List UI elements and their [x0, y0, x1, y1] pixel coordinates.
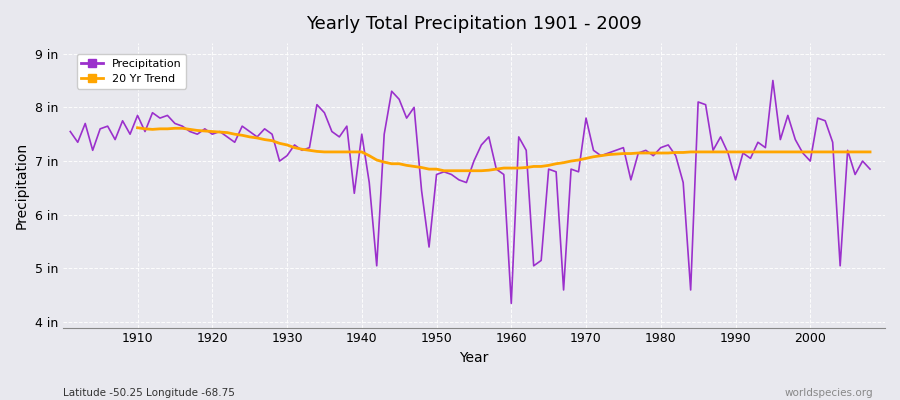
- Text: Latitude -50.25 Longitude -68.75: Latitude -50.25 Longitude -68.75: [63, 388, 235, 398]
- Legend: Precipitation, 20 Yr Trend: Precipitation, 20 Yr Trend: [76, 54, 186, 88]
- Y-axis label: Precipitation: Precipitation: [15, 142, 29, 229]
- X-axis label: Year: Year: [459, 351, 489, 365]
- Text: worldspecies.org: worldspecies.org: [785, 388, 873, 398]
- Title: Yearly Total Precipitation 1901 - 2009: Yearly Total Precipitation 1901 - 2009: [306, 15, 642, 33]
